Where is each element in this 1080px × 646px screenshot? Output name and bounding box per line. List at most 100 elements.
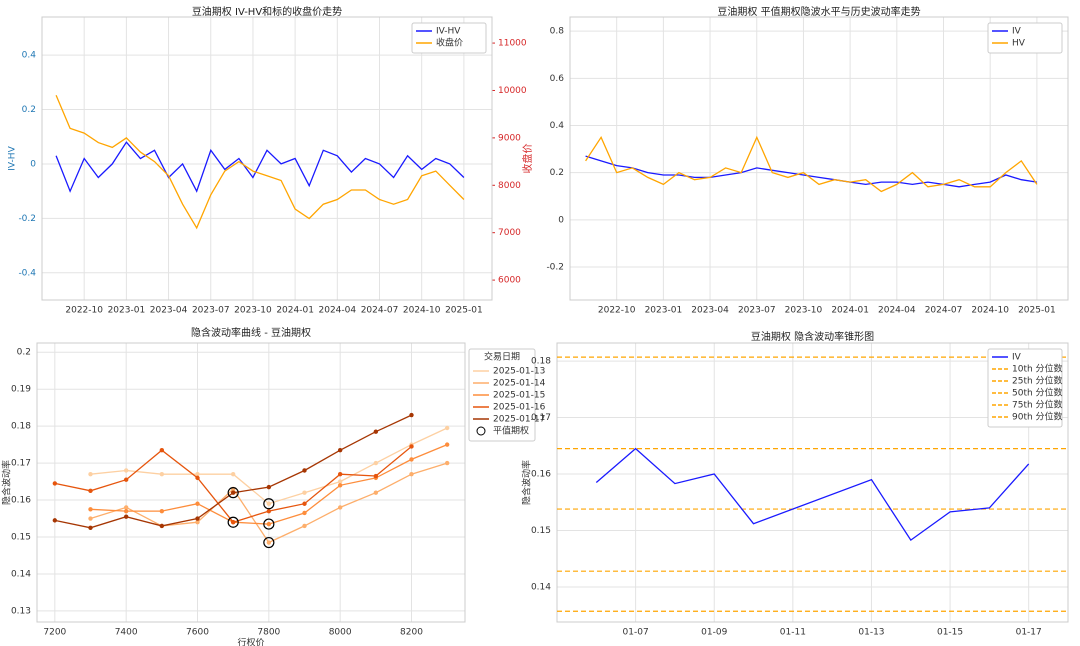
point: [123, 477, 129, 482]
x-tick-label: 01-07: [623, 628, 649, 638]
point: [409, 471, 414, 477]
y-tick-label: 0.15: [531, 526, 551, 536]
y-tick-label: 0.2: [550, 168, 564, 178]
x-tick-label: 7200: [43, 628, 66, 638]
y-axis-label: 隐含波动率: [521, 460, 533, 505]
atm-marker: [227, 487, 239, 499]
point: [123, 514, 129, 519]
point: [52, 481, 58, 486]
series-line: [585, 135, 1038, 193]
y-tick-label: 0.18: [531, 357, 551, 367]
point: [88, 507, 93, 512]
point: [195, 520, 200, 525]
chart-title: 豆油期权 平值期权隐波水平与历史波动率走势: [717, 5, 920, 18]
y-tick-label: -0.2: [18, 214, 36, 224]
point: [195, 501, 200, 506]
point: [88, 488, 93, 494]
point: [266, 508, 272, 514]
legend-label: 75th 分位数: [1012, 399, 1063, 411]
point: [195, 475, 200, 481]
x-tick-label: 2022-10: [65, 306, 103, 316]
legend-label: 2025-01-14: [493, 379, 546, 389]
point: [266, 540, 272, 545]
y2-tick-label: 11000: [498, 39, 527, 49]
y-tick-label: 0.14: [531, 582, 551, 592]
point: [159, 508, 165, 514]
atm-marker: [263, 536, 275, 549]
x-tick-label: 2024-10: [403, 306, 441, 316]
point: [123, 508, 129, 514]
y2-axis-label: 收盘价: [521, 144, 534, 174]
y-tick-label: 0.6: [550, 74, 565, 84]
point: [337, 505, 343, 510]
x-tick-label: 01-15: [937, 628, 963, 638]
y-tick-label: 0.17: [531, 413, 551, 423]
series-line: [54, 414, 412, 529]
point: [444, 442, 450, 447]
point: [302, 510, 307, 516]
legend-label: 25th 分位数: [1012, 375, 1063, 387]
point: [266, 484, 272, 490]
x-tick-label: 7800: [257, 628, 280, 638]
legend-title: 交易日期: [484, 351, 520, 363]
point: [409, 412, 414, 418]
point: [195, 471, 200, 477]
x-tick-label: 2023-10: [234, 306, 272, 316]
point: [230, 471, 236, 477]
plot-frame: [569, 16, 1069, 301]
point: [230, 490, 236, 495]
legend-label: 2025-01-17: [493, 415, 545, 425]
x-tick-label: 2024-10: [971, 306, 1009, 316]
y-tick-label: 0: [30, 159, 36, 169]
point: [159, 523, 165, 529]
point: [123, 468, 129, 473]
plot-frame: [41, 16, 493, 301]
y2-tick-label: 10000: [498, 86, 527, 96]
y-tick-label: -0.4: [18, 268, 36, 278]
x-tick-label: 2025-01: [445, 306, 483, 316]
point: [266, 521, 272, 527]
x-tick-label: 2023-10: [785, 306, 823, 316]
legend-label: 平值期权: [493, 425, 529, 437]
x-tick-label: 2024-07: [925, 306, 963, 316]
plot-frame: [556, 342, 1069, 623]
x-tick-label: 01-09: [701, 628, 727, 638]
y-tick-label: 0: [558, 215, 564, 225]
point: [123, 505, 129, 510]
x-axis-label: 行权价: [237, 637, 264, 646]
point: [444, 460, 450, 466]
legend-label: 10th 分位数: [1012, 363, 1063, 375]
x-tick-label: 2024-01: [831, 306, 869, 316]
point: [373, 473, 379, 479]
point: [373, 490, 379, 495]
point: [302, 468, 307, 473]
y-tick-label: 0.16: [11, 496, 31, 506]
legend-box: [987, 22, 1063, 54]
atm-marker: [263, 518, 275, 530]
legend-label: 90th 分位数: [1012, 411, 1063, 423]
legend-label: IV-HV: [436, 27, 461, 37]
y-tick-label: 0.19: [11, 385, 31, 395]
atm-marker: [263, 498, 275, 510]
y-tick-label: 0.13: [11, 606, 31, 616]
y-axis-label: 隐含波动率: [1, 460, 13, 505]
point: [266, 501, 272, 506]
y-tick-label: 0.2: [22, 105, 36, 115]
point: [373, 429, 379, 434]
point: [159, 447, 165, 453]
x-tick-label: 2024-04: [319, 306, 357, 316]
x-tick-label: 2023-07: [738, 306, 776, 316]
y-axis-label: IV-HV: [8, 145, 18, 170]
legend-label: HV: [1012, 39, 1026, 49]
point: [88, 471, 93, 477]
x-tick-label: 01-17: [1016, 628, 1042, 638]
legend-label: 2025-01-13: [493, 367, 545, 377]
chart-title: 豆油期权 IV-HV和标的收盘价走势: [192, 5, 342, 18]
legend-label: IV: [1012, 27, 1022, 37]
y-tick-label: 0.17: [11, 459, 31, 469]
y-tick-label: 0.15: [11, 533, 31, 543]
point: [88, 525, 93, 530]
chart-title: 隐含波动率曲线 - 豆油期权: [191, 326, 311, 339]
y2-tick-label: 9000: [498, 133, 521, 143]
